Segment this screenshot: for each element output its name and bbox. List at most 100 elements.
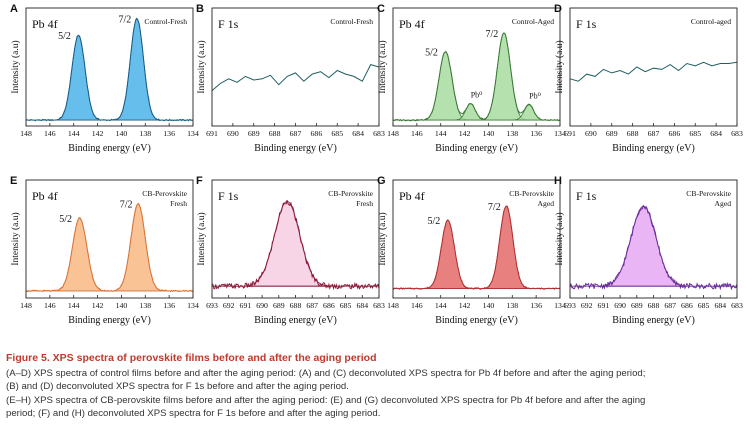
x-tick-label: 687 [648,129,660,138]
y-axis-label: Intensity (a.u) [10,212,21,265]
x-tick-label: 142 [459,129,471,138]
x-tick-label: 138 [139,129,151,138]
peak-fill [115,17,159,121]
x-tick-label: 689 [606,129,618,138]
x-tick-label: 134 [554,301,566,310]
sample-label: CB-Perovskite [328,189,373,198]
x-axis-label: Binding energy (eV) [254,315,337,326]
xps-panel-h: H 693 692 691 690 689 688 687 686 685 684 683 Bindin… [554,175,743,326]
y-axis-label: Intensity (a.u) [10,40,21,93]
x-tick-label: 684 [352,129,364,138]
x-tick-label: 148 [387,301,399,310]
x-tick-label: 686 [311,129,323,138]
peak-fill [603,205,684,287]
sample-label: Aged [715,199,732,208]
y-axis-label: Intensity (a.u) [554,40,565,93]
peak-label: 5/2 [58,31,71,42]
x-tick-label: 140 [116,301,128,310]
spectrum-line [569,61,738,82]
panel-letter: H [554,175,562,187]
x-tick-label: 686 [681,301,693,310]
x-tick-label: 148 [20,129,32,138]
xps-panel-c: C 5/2 Pb⁰ 7/2 Pb⁰ 148 146 144 142 140 138 136 134 Bin… [377,3,566,154]
xps-panel-a: A 5/2 7/2 148 146 144 142 140 138 136 134 Binding e… [10,3,199,154]
x-tick-label: 686 [669,129,681,138]
x-tick-label: 685 [340,301,352,310]
peak-label: 5/2 [59,214,72,225]
x-axis-label: Binding energy (eV) [612,143,695,154]
x-tick-label: 683 [373,301,385,310]
x-tick-label: 140 [116,129,128,138]
plot-frame [25,179,194,299]
peak-fill [482,32,526,121]
xps-panel-e: E 5/2 7/2 148 146 144 142 140 138 136 134 Binding e… [10,175,199,326]
y-axis-label: Intensity (a.u) [196,40,207,93]
panel-letter: A [10,3,18,15]
peak-label: Pb⁰ [471,91,483,100]
spectrum-line [393,205,561,290]
x-tick-label: 683 [731,301,743,310]
x-tick-label: 688 [269,129,281,138]
peak-fill [114,203,162,292]
element-label: Pb 4f [32,17,58,31]
x-tick-label: 688 [627,129,639,138]
peak-label: Pb⁰ [529,92,541,101]
x-tick-label: 693 [206,301,218,310]
panel-letter: D [554,3,562,15]
x-tick-label: 146 [44,301,56,310]
x-tick-label: 142 [92,129,104,138]
peak-label: 7/2 [486,29,499,40]
x-tick-label: 142 [459,301,471,310]
x-tick-label: 687 [664,301,676,310]
element-label: Pb 4f [399,17,425,31]
xps-panel-g: G 5/2 7/2 148 146 144 142 140 138 136 134 Binding e… [377,175,566,326]
y-axis-label: Intensity (a.u) [377,212,388,265]
x-tick-label: 144 [68,301,80,310]
peak-label: 5/2 [425,48,438,59]
x-tick-label: 146 [411,301,423,310]
x-tick-label: 684 [356,301,368,310]
x-tick-label: 138 [506,301,518,310]
peak-fill [246,200,328,287]
xps-panel-b: B 691 690 689 688 687 686 685 684 683 Binding ener… [196,3,385,154]
peak-fill [57,34,100,121]
peak-label: 7/2 [119,15,132,26]
x-tick-label: 138 [139,301,151,310]
peak-label: 7/2 [120,200,133,211]
caption-line: (A–D) XPS spectra of control films befor… [6,368,646,379]
sample-label: Control-Fresh [330,17,373,26]
x-tick-label: 688 [290,301,302,310]
x-tick-label: 683 [731,129,743,138]
spectrum-line [25,17,194,122]
element-label: F 1s [218,17,239,31]
sample-label: Control-Aged [512,17,554,26]
element-label: F 1s [576,189,597,203]
spectrum-line [25,202,194,293]
xps-panel-f: F 693 692 691 690 689 688 687 686 685 684 683 Bindin… [196,175,385,326]
panel-letter: F [196,175,203,187]
x-axis-label: Binding energy (eV) [435,143,518,154]
x-axis-label: Binding energy (eV) [68,315,151,326]
x-tick-label: 144 [68,129,80,138]
plot-frame [25,7,194,127]
x-tick-label: 134 [187,301,199,310]
x-tick-label: 691 [598,301,610,310]
figure-caption-body: (A–D) XPS spectra of control films befor… [6,367,742,421]
y-axis-label: Intensity (a.u) [554,212,565,265]
panel-letter: G [377,175,386,187]
spectrum-line [211,199,380,291]
spectrum-line [392,32,561,122]
element-label: F 1s [576,17,597,31]
peak-label: 5/2 [427,216,440,227]
element-label: Pb 4f [32,189,58,203]
x-tick-label: 146 [44,129,56,138]
caption-line: (E–H) XPS spectra of CB-perovskite films… [6,394,646,406]
peak-fill [484,205,528,289]
x-tick-label: 136 [530,301,542,310]
y-axis-label: Intensity (a.u) [196,212,207,265]
peak-fill [424,51,467,121]
x-tick-label: 690 [227,129,239,138]
figure-caption-title: Figure 5. XPS spectra of perovskite film… [6,352,377,364]
x-axis-label: Binding energy (eV) [254,143,337,154]
x-tick-label: 148 [20,301,32,310]
